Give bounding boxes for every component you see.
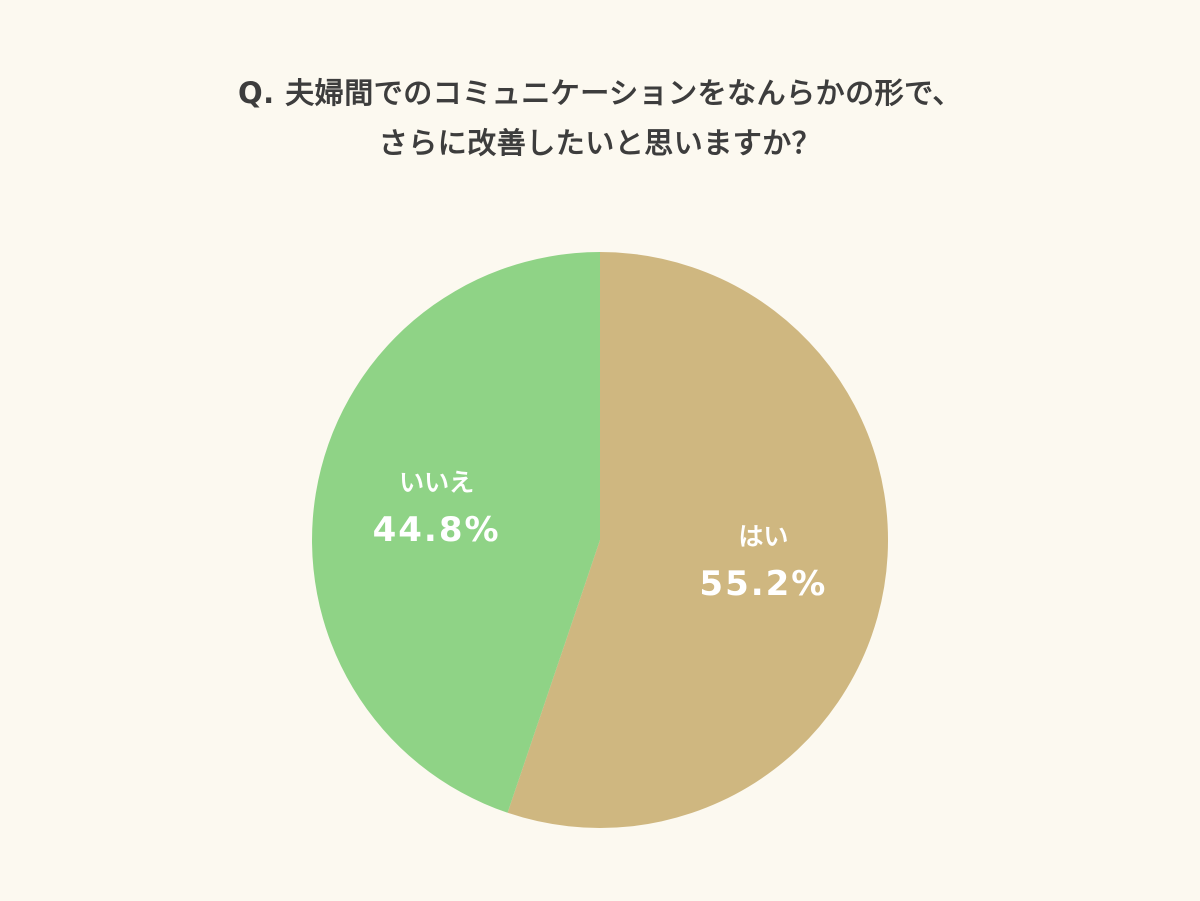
pie-slice-value-0: 55.2% bbox=[699, 564, 827, 604]
chart-title-line-2: さらに改善したいと思いますか？ bbox=[378, 126, 822, 160]
pie-slice-label-1: いいえ bbox=[399, 468, 474, 497]
pie-slice-0 bbox=[507, 252, 889, 828]
pie-slice-value-1: 44.8% bbox=[373, 510, 501, 550]
pie-slice-1 bbox=[312, 252, 600, 813]
chart-title-line-1: Q. 夫婦間でのコミュニケーションをなんらかの形で、 bbox=[237, 76, 963, 110]
pie-slice-label-0: はい bbox=[738, 522, 788, 551]
chart-title: Q. 夫婦間でのコミュニケーションをなんらかの形で、 さらに改善したいと思います… bbox=[0, 68, 1200, 168]
